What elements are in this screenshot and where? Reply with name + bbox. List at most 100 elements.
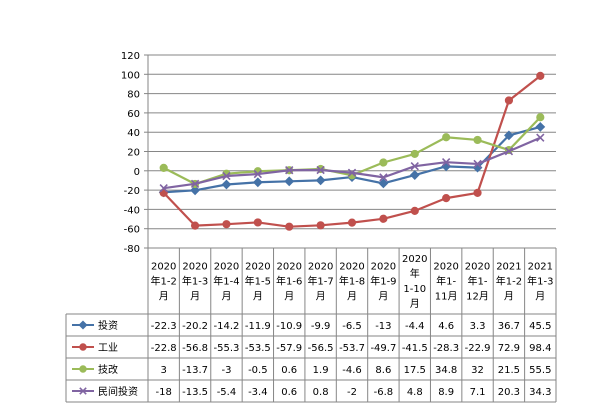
data-label: 34.3 [529,387,551,398]
x-category-label: 2020 [182,262,207,273]
data-point [379,158,388,167]
data-point [190,221,200,230]
data-label: 34.8 [435,365,457,376]
data-label: 36.7 [498,321,520,332]
data-label: -10.9 [276,321,302,332]
data-label: -3.4 [248,387,268,398]
data-point [347,168,357,177]
data-label: 55.5 [529,365,551,376]
x-category-label: 2020 [214,262,239,273]
data-point [315,175,326,186]
data-label: -20.2 [182,321,208,332]
data-point [285,222,294,231]
y-tick-label: 100 [121,70,140,81]
data-label: -9.9 [311,321,331,332]
data-label: -13 [375,321,391,332]
data-label: 8.6 [375,365,391,376]
x-category-label: 2020 [433,262,458,273]
data-point [253,169,263,179]
x-category-label: 2021 [496,262,521,273]
x-category-label: 月 [253,291,263,303]
data-point [473,188,482,197]
x-category-label: 2020 [245,262,270,273]
data-label: 7.1 [470,387,486,398]
x-category-label: 年1-3 [182,275,208,288]
data-point [379,173,388,182]
y-tick-label: -80 [124,244,140,255]
x-category-label: 月 [284,291,294,303]
x-category-label: 月 [316,291,326,303]
x-category-label: 年1-2 [496,275,522,288]
data-label: -11.9 [245,321,271,332]
data-label: -4.4 [405,321,425,332]
data-point [190,179,200,188]
data-point [535,121,546,132]
data-label: -56.5 [308,343,334,354]
data-label: -18 [156,387,172,398]
x-category-label: 月 [159,291,169,303]
data-label: -53.7 [339,343,365,354]
y-tick-label: 80 [127,90,140,101]
legend-marker [79,387,87,395]
x-category-label: 年1-7 [307,275,333,288]
x-category-label: 年1-9 [370,275,396,288]
x-category-label: 年1-2 [151,275,177,288]
data-point [536,113,545,122]
data-label: -56.8 [182,343,208,354]
data-label: 45.5 [529,321,551,332]
data-label: -57.9 [276,343,302,354]
data-point [473,135,482,145]
data-point [473,159,482,169]
y-tick-label: 60 [127,109,140,120]
x-category-label: 11月 [435,291,458,303]
data-label: -4.6 [342,365,362,376]
data-point [504,96,514,105]
data-point [190,185,200,196]
data-label: 98.4 [529,343,551,354]
data-label: 20.3 [498,387,520,398]
x-category-label: 年1-6 [276,275,302,288]
x-category-label: 2020 [339,262,364,273]
y-tick-label: -60 [124,225,140,236]
data-point [442,194,451,203]
data-point [536,71,545,80]
data-point [159,163,168,173]
x-category-label: 月 [410,298,420,310]
data-point [504,147,514,156]
data-label: 1.9 [313,365,329,376]
data-point [378,178,389,189]
x-category-label: 2020 [151,262,176,273]
y-tick-label: 20 [127,148,140,159]
x-category-label: 月 [504,291,514,303]
data-point [316,165,325,175]
data-point [410,206,419,215]
x-category-label: 月 [535,291,545,303]
data-label: -41.5 [402,343,428,354]
x-category-label: 年1-5 [245,275,271,288]
legend-label: 投资 [98,319,118,332]
data-label: -22.3 [151,321,177,332]
data-label: -13.5 [182,387,208,398]
legend-marker [79,343,87,351]
legend-label: 工业 [98,342,118,354]
data-label: -6.8 [374,387,394,398]
data-label: -22.9 [465,343,491,354]
legend-label: 技改 [98,363,118,376]
data-label: -6.5 [342,321,362,332]
data-point [253,218,262,227]
data-label: -0.5 [248,365,268,376]
data-point [252,177,263,188]
data-label: -53.5 [245,343,271,354]
y-tick-label: 0 [134,167,140,178]
legend-marker [79,365,87,373]
data-label: 0.8 [313,387,329,398]
data-label: 8.9 [438,387,454,398]
data-point [285,166,294,175]
y-tick-label: -20 [124,186,140,197]
data-point [221,179,232,190]
data-label: -14.2 [214,321,240,332]
x-category-label: 年1-8 [339,275,365,288]
data-label: 32 [471,365,484,376]
data-point [347,218,357,227]
